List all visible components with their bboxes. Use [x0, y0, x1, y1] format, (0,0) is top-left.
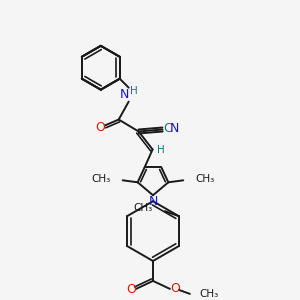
- Text: N: N: [170, 122, 179, 135]
- Text: O: O: [95, 121, 105, 134]
- Text: CH₃: CH₃: [200, 289, 219, 299]
- Text: H: H: [157, 146, 164, 155]
- Text: O: O: [170, 282, 180, 296]
- Text: N: N: [120, 88, 129, 101]
- Text: C: C: [163, 122, 172, 135]
- Text: H: H: [130, 86, 137, 96]
- Text: N: N: [148, 195, 158, 208]
- Text: O: O: [126, 284, 136, 296]
- Text: CH₃: CH₃: [134, 203, 153, 213]
- Text: CH₃: CH₃: [195, 174, 214, 184]
- Text: CH₃: CH₃: [92, 174, 111, 184]
